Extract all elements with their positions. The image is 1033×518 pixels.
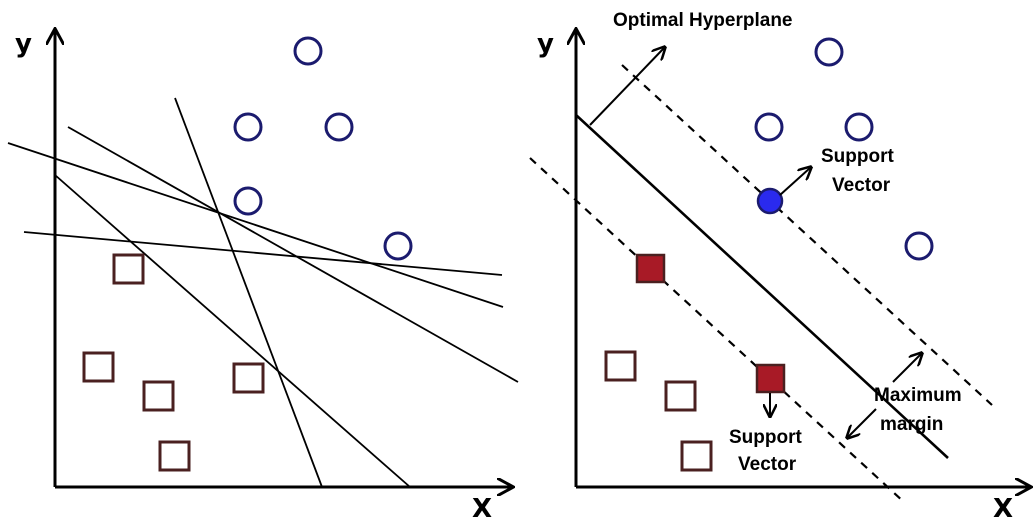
upper-margin-boundary [621, 64, 993, 406]
hyperplane-label-arrow [589, 48, 664, 126]
class-b-square [664, 380, 697, 412]
support-vector-square [755, 363, 786, 394]
class-a-circle [233, 186, 263, 216]
left-y-axis-label: y [15, 29, 32, 59]
support-vector-top-label-line-2: Vector [832, 175, 891, 196]
support-vector-top-label-line-1: Support [821, 146, 894, 167]
candidate-line-3 [23, 231, 503, 276]
class-b-square [680, 440, 713, 472]
left-panel: y X [7, 29, 519, 518]
right-panel: y X Optimal Hyperplane Support Vector Su… [529, 10, 1030, 518]
support-vector-circle [756, 187, 784, 215]
candidate-line-4 [54, 174, 411, 488]
margin-label-line-2: margin [880, 414, 943, 435]
class-a-circle [904, 231, 934, 261]
class-b-square [142, 380, 175, 412]
right-y-axis-label: y [537, 29, 554, 59]
right-x-axis-label: X [993, 494, 1013, 518]
class-a-circle [383, 231, 413, 261]
class-b-square [604, 350, 637, 382]
class-a-circle [233, 112, 263, 142]
class-a-circle [324, 112, 354, 142]
margin-label-line-1: Maximum [874, 385, 962, 406]
lower-margin-boundary [529, 157, 906, 504]
class-b-square [232, 362, 265, 394]
candidate-line-5 [174, 97, 323, 488]
margin-arrow-upper [892, 354, 921, 383]
support-vector-bottom-label-line-2: Vector [738, 454, 797, 475]
class-b-square [82, 351, 115, 383]
candidate-line-1 [7, 142, 504, 308]
hyperplane-label: Optimal Hyperplane [613, 10, 793, 31]
optimal-hyperplane [575, 114, 949, 459]
class-b-square [112, 253, 145, 285]
class-b-square [158, 440, 191, 472]
margin-arrow-lower [848, 408, 877, 437]
support-vector-square [635, 253, 666, 284]
support-vector-bottom-label-line-1: Support [729, 427, 802, 448]
left-x-axis-label: X [472, 494, 492, 518]
candidate-line-2 [67, 126, 519, 383]
class-a-circle [844, 112, 874, 142]
class-a-circle [814, 37, 844, 67]
class-a-circle [293, 36, 323, 66]
support-vector-top-arrow [779, 168, 810, 196]
class-a-circle [754, 112, 784, 142]
